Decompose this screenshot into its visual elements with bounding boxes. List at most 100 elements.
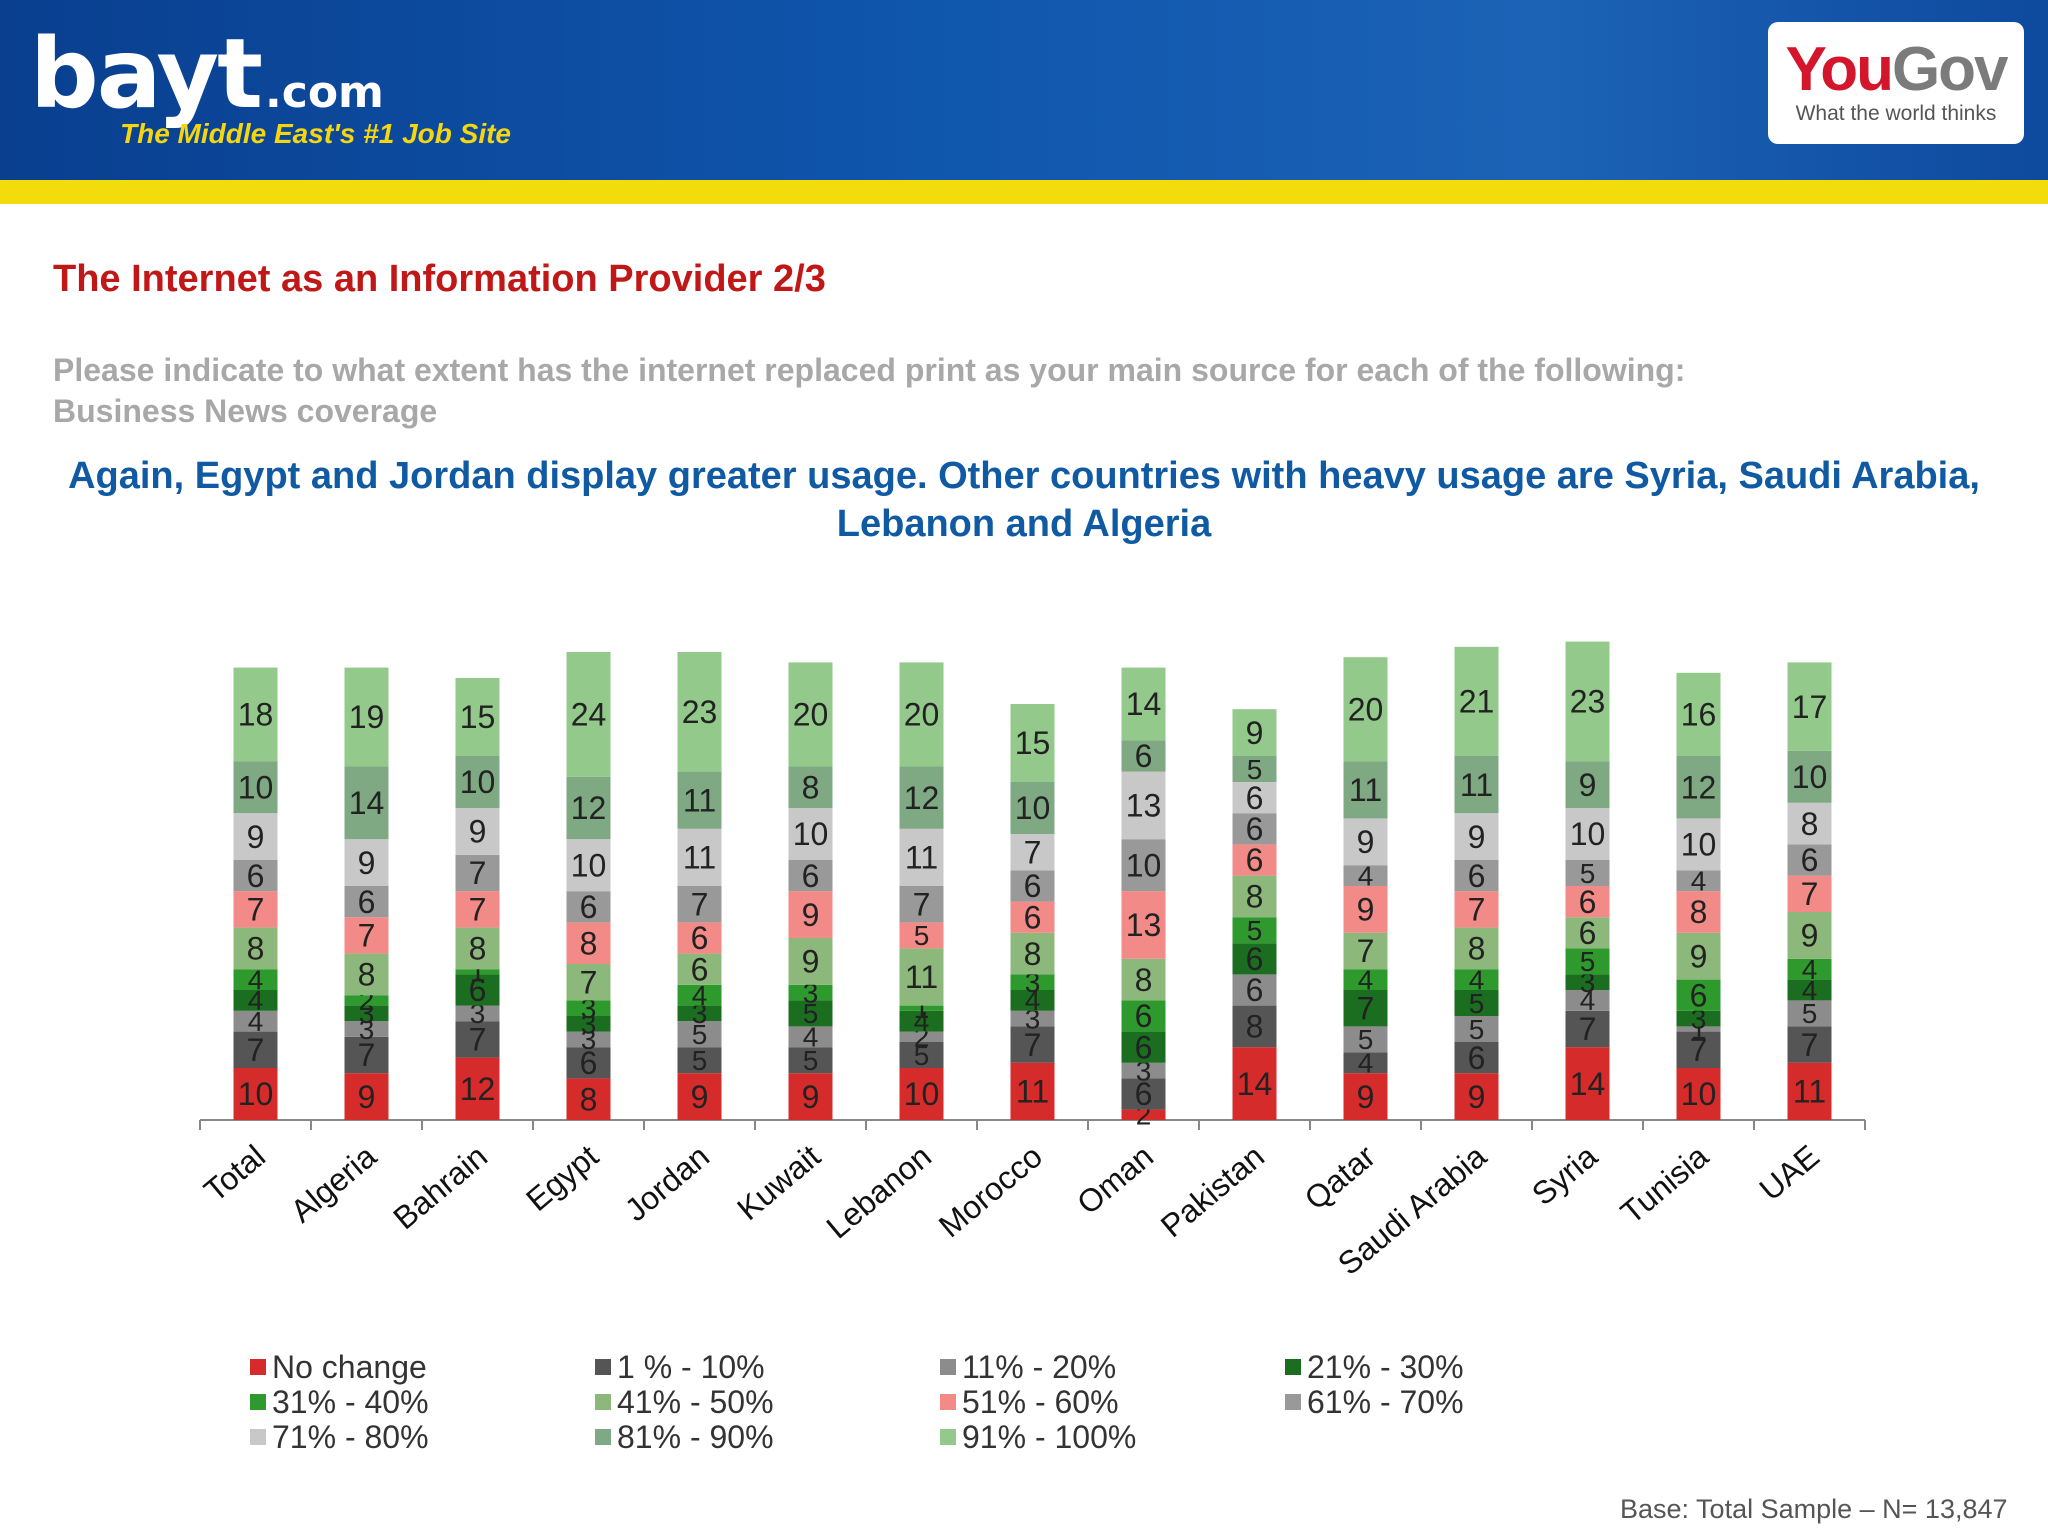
- bar-segment: [1565, 886, 1610, 918]
- legend-label: 51% - 60%: [962, 1384, 1119, 1420]
- data-label: 3: [470, 998, 486, 1029]
- x-tick-label: Bahrain: [386, 1138, 494, 1236]
- data-label: 5: [1358, 1024, 1374, 1055]
- x-tick-label: Syria: [1525, 1138, 1604, 1213]
- bar-segment: [344, 1005, 389, 1022]
- bar-segment: [1565, 1047, 1610, 1120]
- bar-segment: [1676, 1010, 1721, 1027]
- data-label: 11: [1793, 1074, 1826, 1110]
- bar-segment: [1676, 891, 1721, 933]
- data-label: 13: [1126, 907, 1162, 943]
- data-label: 8: [580, 1081, 598, 1117]
- data-label: 9: [1468, 819, 1486, 855]
- bar-segment: [677, 922, 722, 954]
- data-label: 11: [683, 782, 716, 818]
- data-label: 5: [1802, 998, 1818, 1029]
- bar-segment: [1343, 969, 1388, 990]
- data-label: 6: [1135, 998, 1153, 1034]
- data-label: 3: [359, 998, 375, 1029]
- data-label: 10: [1015, 790, 1051, 826]
- stacked-bar-chart: 10744487691018Total9733287691419Algeria1…: [197, 641, 1866, 1282]
- bar-segment: [1676, 1068, 1721, 1120]
- data-label: 23: [1570, 684, 1606, 720]
- data-label: 20: [1348, 691, 1384, 727]
- data-label: 7: [1801, 1027, 1819, 1063]
- bar-segment: [566, 1031, 611, 1048]
- bayt-logo[interactable]: bayt.com: [30, 26, 384, 122]
- bar-segment: [455, 927, 500, 970]
- data-label: 6: [1690, 977, 1708, 1013]
- bar-segment: [1454, 969, 1499, 990]
- bar-segment: [1454, 891, 1499, 928]
- bar-segment: [1232, 813, 1277, 845]
- bayt-logo-suffix: .com: [265, 67, 384, 118]
- x-tick-label: Lebanon: [819, 1138, 938, 1246]
- data-label: 4: [1802, 954, 1818, 985]
- legend-swatch: [1285, 1393, 1301, 1410]
- data-label: 12: [1681, 769, 1717, 805]
- data-label: 8: [1468, 931, 1486, 967]
- legend-label: 81% - 90%: [617, 1419, 774, 1455]
- data-label: 11: [905, 840, 938, 876]
- bar-segment: [1454, 990, 1499, 1016]
- data-label: 5: [1247, 915, 1263, 946]
- legend-swatch: [940, 1428, 956, 1445]
- bar-segment: [677, 953, 722, 985]
- data-label: 3: [1025, 1003, 1041, 1034]
- data-label: 23: [682, 694, 718, 730]
- data-label: 6: [1579, 915, 1597, 951]
- bar-segment: [788, 1047, 833, 1074]
- x-tick-label: Qatar: [1298, 1138, 1383, 1217]
- data-label: 6: [1135, 1029, 1153, 1065]
- bar-segment: [1343, 1052, 1388, 1074]
- yougov-logo[interactable]: YouGov What the world thinks: [1768, 22, 2024, 144]
- bar-segment: [788, 1026, 833, 1048]
- x-tick-label: Morocco: [932, 1138, 1049, 1244]
- bar-segment: [1343, 1026, 1388, 1053]
- legend-entry: 81% - 90%: [595, 1420, 774, 1454]
- bar-segment: [899, 1031, 944, 1042]
- data-label: 6: [1468, 1040, 1486, 1076]
- x-tick-label: Kuwait: [730, 1138, 827, 1227]
- data-label: 7: [1468, 892, 1486, 928]
- bar-segment: [788, 938, 833, 985]
- bar-segment: [1121, 1078, 1166, 1110]
- data-label: 7: [913, 886, 931, 922]
- data-label: 8: [247, 931, 265, 967]
- bar-segment: [1454, 927, 1499, 970]
- bar-segment: [233, 860, 278, 892]
- bar-segment: [1787, 979, 1832, 1001]
- data-label: 6: [802, 858, 820, 894]
- bayt-logo-text: bayt: [30, 18, 263, 130]
- data-label: 7: [469, 892, 487, 928]
- bar-segment: [1010, 1010, 1055, 1027]
- bar-segment: [1010, 990, 1055, 1011]
- data-label: 9: [1357, 1079, 1375, 1115]
- data-label: 5: [914, 920, 930, 951]
- data-label: 4: [248, 985, 264, 1016]
- bar-segment: [677, 984, 722, 1006]
- bar-segment: [788, 984, 833, 1001]
- bar-segment: [344, 1036, 389, 1074]
- data-label: 9: [1357, 892, 1375, 928]
- bar-segment: [1121, 1062, 1166, 1079]
- bar-segment: [233, 990, 278, 1011]
- bar-segment: [566, 964, 611, 1001]
- data-label: 7: [1357, 990, 1375, 1026]
- data-label: 7: [247, 892, 265, 928]
- data-label: 7: [580, 964, 598, 1000]
- data-label: 6: [1135, 738, 1153, 774]
- data-label: 4: [1358, 964, 1374, 995]
- data-label: 4: [914, 1006, 930, 1037]
- data-label: 19: [349, 699, 385, 735]
- x-tick-label: Pakistan: [1154, 1138, 1271, 1244]
- bar-segment: [1121, 1000, 1166, 1032]
- bar-segment: [788, 1000, 833, 1027]
- bar-segment: [566, 891, 611, 923]
- data-label: 4: [1802, 975, 1818, 1006]
- legend-label: 31% - 40%: [272, 1384, 429, 1420]
- data-label: 5: [1247, 754, 1263, 785]
- data-label: 7: [1801, 876, 1819, 912]
- data-label: 6: [358, 884, 376, 920]
- bar-segment: [899, 1010, 944, 1032]
